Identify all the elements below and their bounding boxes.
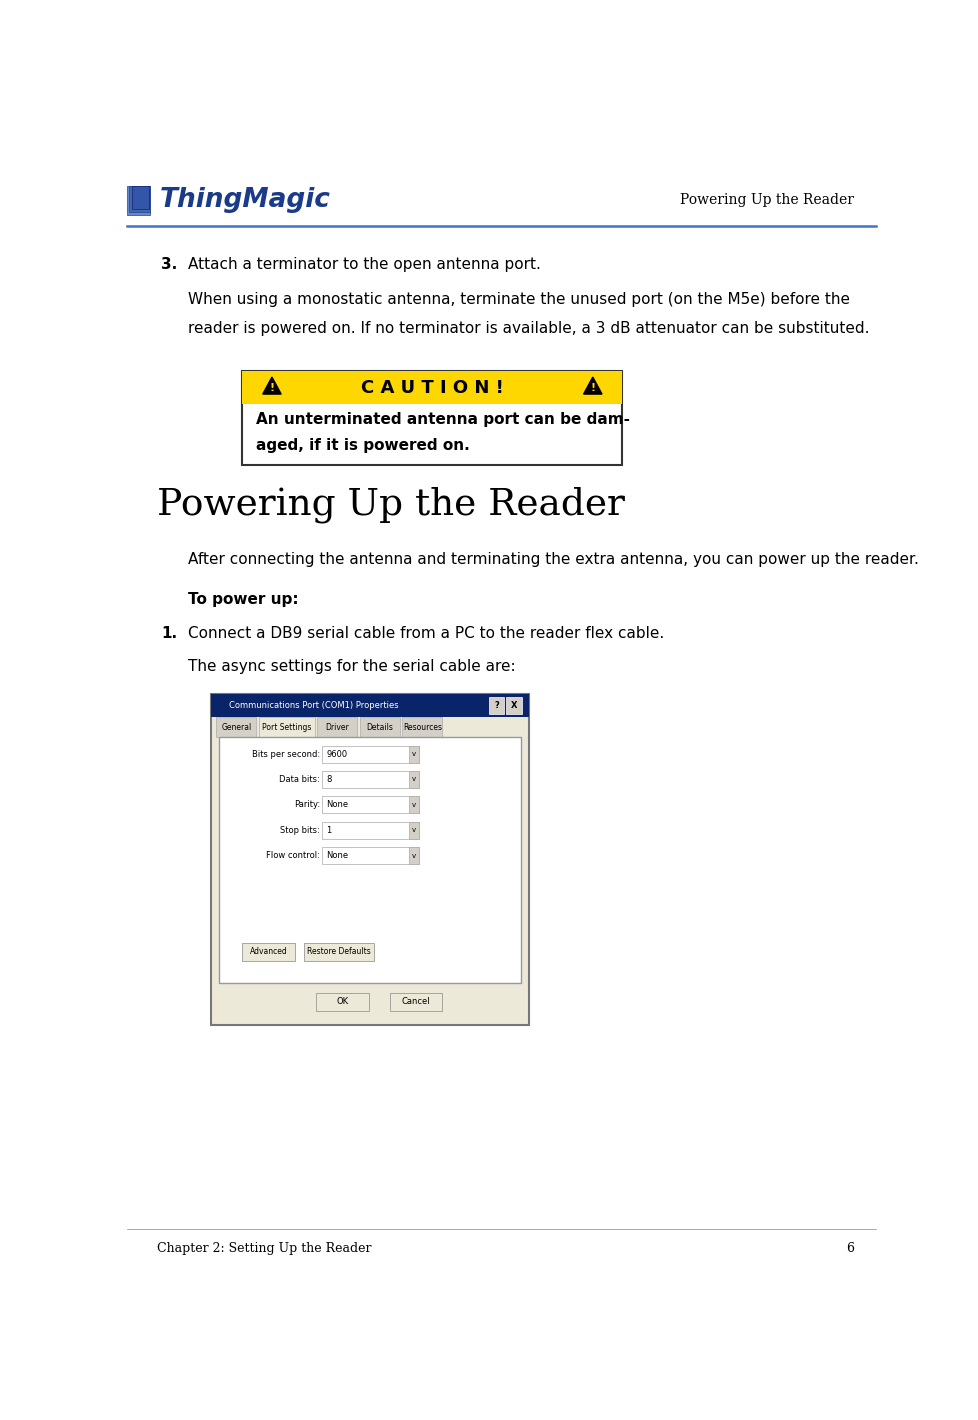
Text: Restore Defaults: Restore Defaults	[307, 947, 371, 957]
Text: Chapter 2: Setting Up the Reader: Chapter 2: Setting Up the Reader	[157, 1242, 372, 1255]
Bar	[322, 797, 419, 814]
Text: Port Settings: Port Settings	[262, 723, 311, 731]
Text: !: !	[590, 383, 595, 393]
Polygon shape	[262, 378, 281, 395]
Text: Advanced: Advanced	[249, 947, 288, 957]
Text: Flow control:: Flow control:	[266, 851, 320, 861]
Text: 8: 8	[326, 775, 332, 784]
Bar	[409, 822, 419, 839]
Bar	[322, 848, 419, 865]
Text: v: v	[412, 777, 416, 782]
Bar	[211, 694, 529, 717]
Bar	[409, 848, 419, 865]
Text: An unterminated antenna port can be dam-: An unterminated antenna port can be dam-	[256, 412, 630, 427]
Bar	[243, 371, 622, 405]
Bar	[216, 717, 256, 737]
Text: reader is powered on. If no terminator is available, a 3 dB attenuator can be su: reader is powered on. If no terminator i…	[188, 321, 868, 337]
Text: When using a monostatic antenna, terminate the unused port (on the M5e) before t: When using a monostatic antenna, termina…	[188, 293, 849, 307]
Bar	[409, 771, 419, 788]
Bar	[322, 822, 419, 839]
Bar	[488, 697, 504, 714]
Text: v: v	[412, 828, 416, 834]
Text: Parity:: Parity:	[293, 801, 320, 809]
Bar	[243, 371, 622, 464]
Text: Cancel: Cancel	[401, 997, 430, 1007]
Text: ThingMagic: ThingMagic	[159, 186, 331, 213]
Bar	[211, 694, 529, 1025]
Text: 9600: 9600	[326, 750, 347, 758]
Polygon shape	[583, 378, 601, 395]
Bar	[258, 717, 314, 737]
Text: Communications Port (COM1) Properties: Communications Port (COM1) Properties	[228, 701, 398, 710]
Text: General: General	[221, 723, 251, 731]
Bar	[359, 717, 399, 737]
Text: Attach a terminator to the open antenna port.: Attach a terminator to the open antenna …	[188, 257, 541, 271]
Text: Driver: Driver	[325, 723, 348, 731]
Bar	[131, 186, 149, 209]
Text: To power up:: To power up:	[188, 592, 298, 608]
Text: Powering Up the Reader: Powering Up the Reader	[680, 193, 853, 207]
Text: None: None	[326, 851, 348, 861]
Bar	[243, 943, 295, 961]
Bar	[304, 943, 374, 961]
Bar	[409, 797, 419, 814]
Text: The async settings for the serial cable are:: The async settings for the serial cable …	[188, 659, 515, 674]
Text: X: X	[510, 701, 516, 710]
Text: ?: ?	[494, 701, 499, 710]
Text: Bits per second:: Bits per second:	[251, 750, 320, 758]
Text: Stop bits:: Stop bits:	[280, 826, 320, 835]
Text: Data bits:: Data bits:	[279, 775, 320, 784]
Text: 6: 6	[845, 1242, 853, 1255]
Bar	[409, 746, 419, 763]
Text: OK: OK	[336, 997, 348, 1007]
Text: Connect a DB9 serial cable from a PC to the reader flex cable.: Connect a DB9 serial cable from a PC to …	[188, 626, 664, 642]
Text: aged, if it is powered on.: aged, if it is powered on.	[256, 439, 469, 453]
Bar	[506, 697, 521, 714]
Text: v: v	[412, 802, 416, 808]
Bar	[127, 186, 150, 214]
Text: After connecting the antenna and terminating the extra antenna, you can power up: After connecting the antenna and termina…	[188, 551, 918, 567]
Text: None: None	[326, 801, 348, 809]
Text: 1.: 1.	[161, 626, 177, 642]
Text: C A U T I O N !: C A U T I O N !	[361, 379, 504, 396]
Text: Powering Up the Reader: Powering Up the Reader	[157, 486, 625, 523]
Bar	[322, 746, 419, 763]
Text: 1: 1	[326, 826, 332, 835]
Text: 3.: 3.	[161, 257, 177, 271]
Bar	[129, 186, 150, 212]
Bar	[402, 717, 442, 737]
Bar	[322, 771, 419, 788]
Bar	[317, 717, 357, 737]
Bar	[389, 993, 442, 1011]
Text: Details: Details	[366, 723, 393, 731]
Text: !: !	[269, 383, 274, 393]
Text: v: v	[412, 751, 416, 757]
Bar	[316, 993, 369, 1011]
Bar	[219, 737, 521, 983]
Text: Resources: Resources	[402, 723, 441, 731]
Text: v: v	[412, 852, 416, 859]
